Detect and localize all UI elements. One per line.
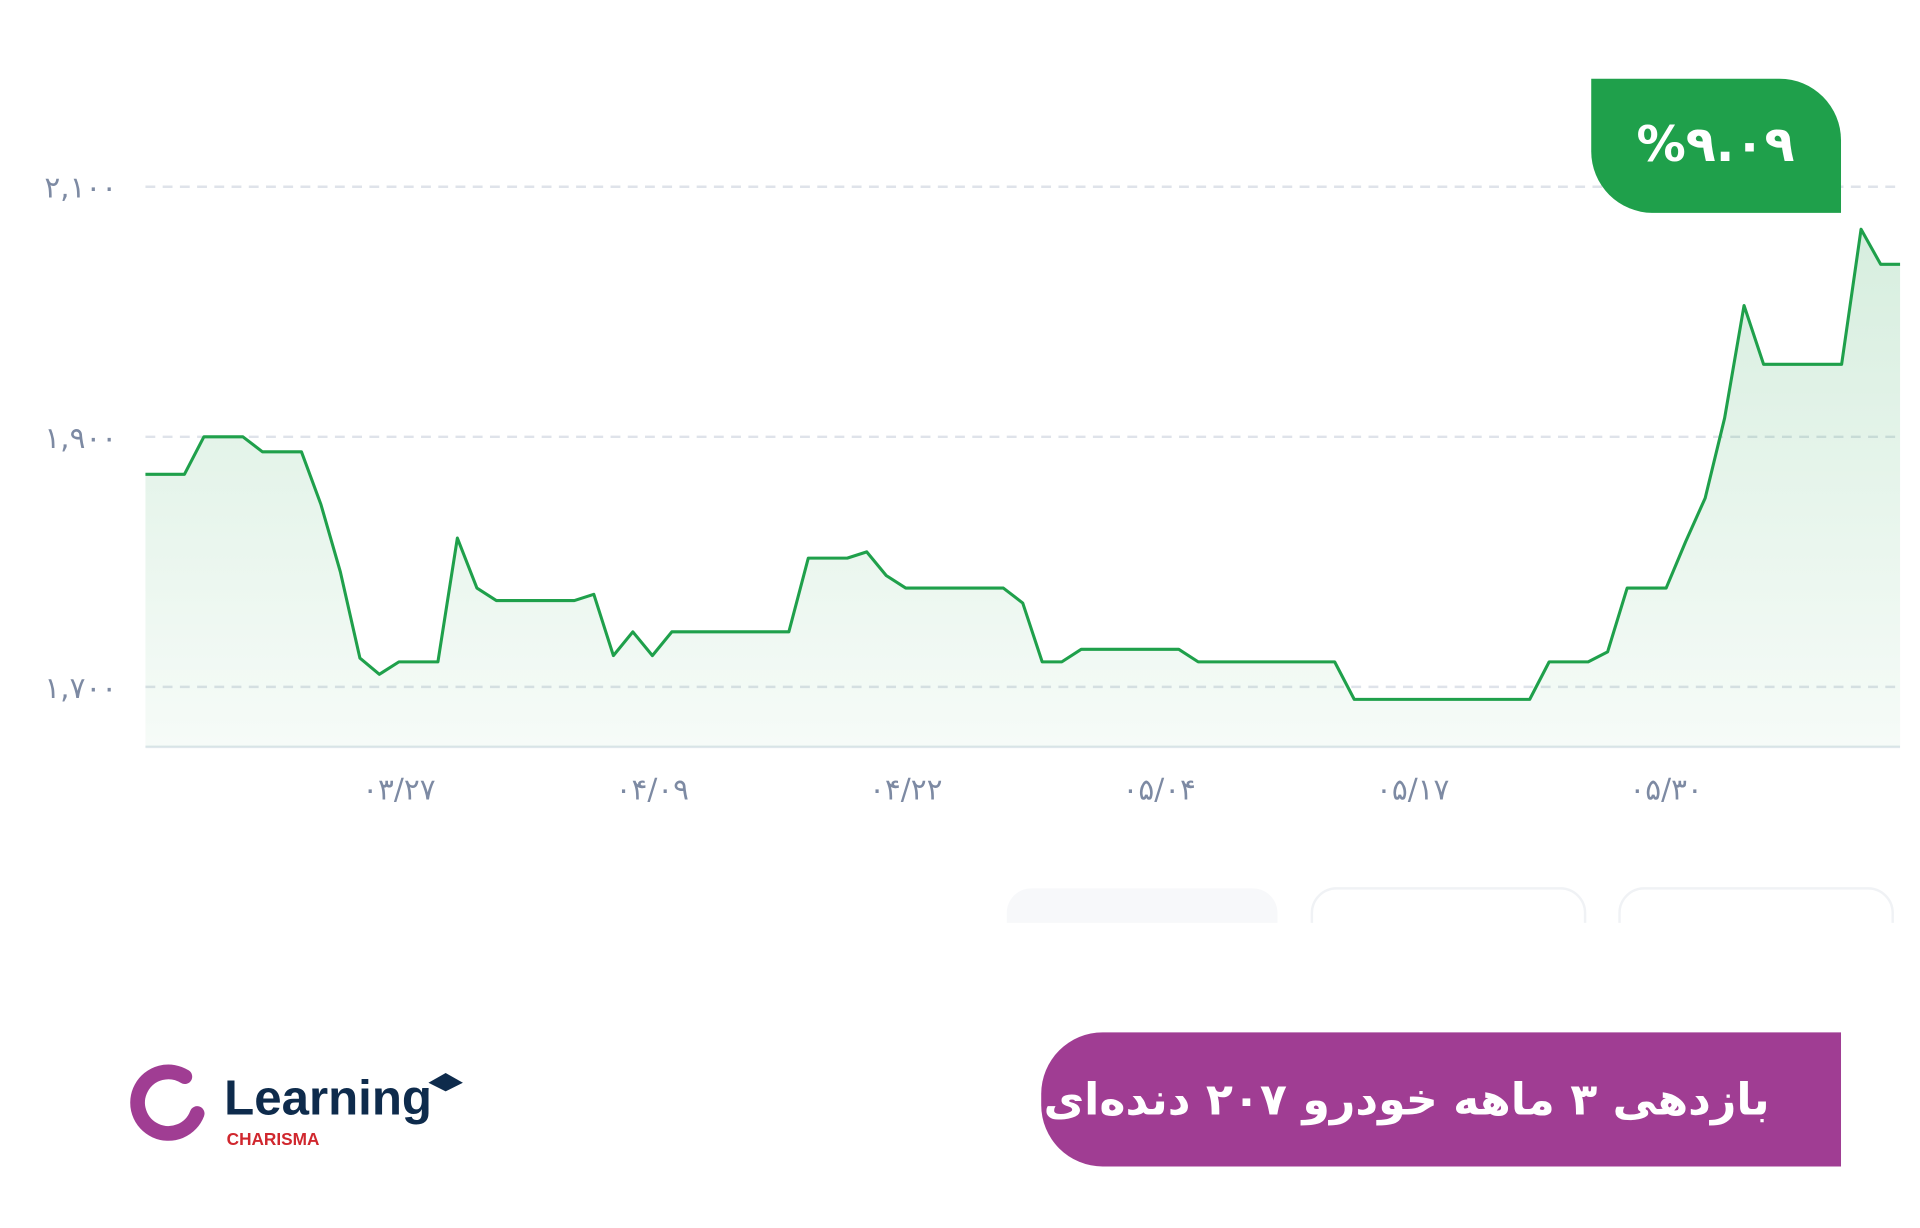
y-tick-label: ۱,۷۰۰ (44, 671, 117, 705)
x-tick-label: ۰۳/۲۷ (362, 773, 435, 807)
title-banner (1041, 1032, 1842, 1167)
area (145, 229, 1901, 747)
x-tick-label: ۰۴/۰۹ (616, 773, 689, 807)
badge-text: %۹.۰۹ (1636, 115, 1794, 173)
x-tick-label: ۰۵/۳۰ (1629, 773, 1702, 807)
x-tick-label: ۰۵/۱۷ (1376, 773, 1449, 807)
x-tick-label: ۰۵/۰۴ (1123, 773, 1196, 807)
y-tick-label: ۱,۹۰۰ (44, 421, 117, 455)
logo-icon (130, 1064, 205, 1141)
badge (1591, 78, 1842, 213)
line (145, 227, 1901, 701)
plot-area: ۱,۷۰۰ ۱,۹۰۰ ۲,۱۰۰ ۰۳/۲۷ ۰۴/۰۹ ۰۴/۲۲ ۰۵/۰۴ ۰۵/۱۷… (44, 171, 1901, 807)
logo-name: Learning (224, 1070, 432, 1125)
chart-title: بازدهی ۳ ماهه خودرو ۲۰۷ دنده‌ای (1044, 1074, 1770, 1125)
x-tick-label: ۰۴/۲۲ (869, 773, 942, 807)
y-tick-label: ۲,۱۰۰ (44, 171, 117, 205)
logo-cap (428, 1072, 463, 1092)
logo-tagline: CHARISMA (227, 1129, 320, 1149)
fade-cover (0, 922, 1920, 997)
